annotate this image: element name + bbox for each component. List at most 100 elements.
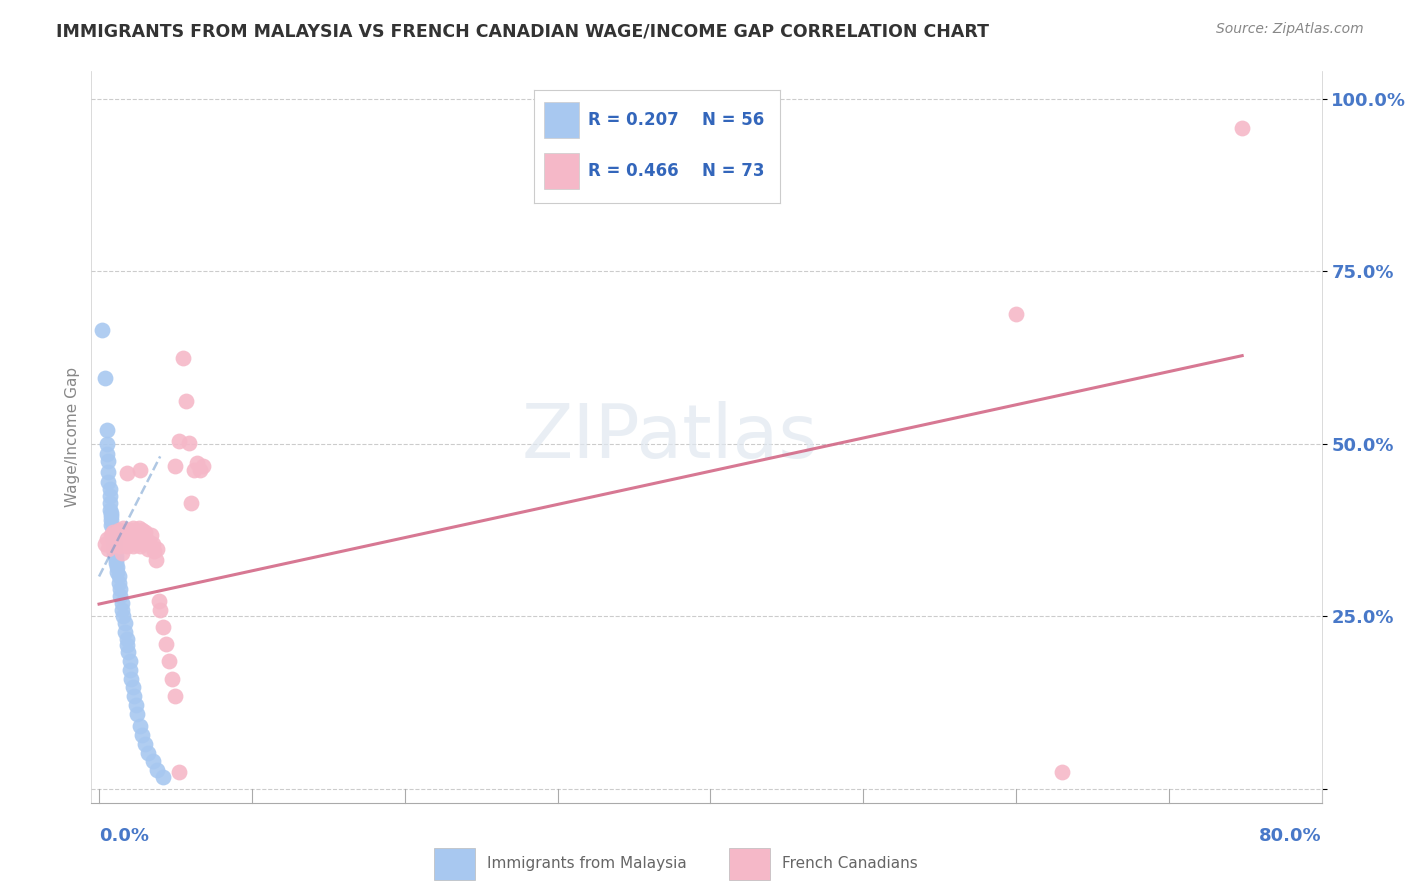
Point <box>101 525 124 540</box>
Point <box>134 525 156 540</box>
Point <box>120 528 142 542</box>
Point <box>179 435 201 450</box>
Text: R = 0.207: R = 0.207 <box>588 112 679 129</box>
Point <box>111 596 134 610</box>
Point <box>118 532 141 546</box>
Point <box>103 528 125 542</box>
Bar <box>728 848 770 880</box>
Point <box>100 518 122 533</box>
Point <box>114 624 136 639</box>
Point <box>1005 307 1028 321</box>
Point <box>145 553 167 567</box>
Point <box>104 549 127 563</box>
Point <box>186 456 208 470</box>
Point <box>134 737 156 751</box>
Point <box>100 509 122 524</box>
Point <box>183 463 205 477</box>
Point <box>105 525 128 540</box>
Point <box>152 620 174 634</box>
Point <box>134 535 156 549</box>
Point <box>91 323 114 337</box>
Point <box>139 528 162 542</box>
Text: Source: ZipAtlas.com: Source: ZipAtlas.com <box>1216 22 1364 37</box>
Text: Immigrants from Malaysia: Immigrants from Malaysia <box>486 855 686 871</box>
Point <box>118 663 141 677</box>
Point <box>117 645 139 659</box>
Point <box>98 502 121 516</box>
Text: French Canadians: French Canadians <box>782 855 918 871</box>
Point <box>96 437 118 451</box>
Point <box>188 463 211 477</box>
Point <box>101 532 124 546</box>
Point <box>115 539 138 553</box>
Point <box>121 680 143 694</box>
Point <box>114 616 136 631</box>
Point <box>165 689 187 703</box>
Point <box>105 565 128 579</box>
Point <box>112 528 135 542</box>
Point <box>157 654 180 668</box>
Point <box>118 523 141 537</box>
Point <box>104 556 127 570</box>
Point <box>100 539 122 553</box>
Point <box>108 523 131 537</box>
Point <box>97 465 120 479</box>
Point <box>129 718 152 732</box>
Point <box>110 532 132 546</box>
Point <box>97 475 120 489</box>
Point <box>138 535 160 549</box>
Point <box>129 539 152 553</box>
Point <box>111 546 134 560</box>
Point <box>115 639 138 653</box>
Point <box>148 594 170 608</box>
Point <box>143 544 166 558</box>
Point <box>101 528 124 542</box>
Y-axis label: Wage/Income Gap: Wage/Income Gap <box>65 367 80 508</box>
Point <box>125 525 148 540</box>
Point <box>110 589 132 603</box>
Point <box>125 698 148 712</box>
Point <box>103 539 125 553</box>
Point <box>94 537 117 551</box>
Point <box>141 755 163 769</box>
Point <box>191 458 214 473</box>
Point <box>97 541 120 556</box>
Point <box>120 535 142 549</box>
Point <box>115 466 138 480</box>
Point <box>162 672 184 686</box>
Point <box>96 532 118 546</box>
Point <box>155 637 177 651</box>
Point <box>101 521 124 535</box>
Point <box>104 553 127 567</box>
Text: 0.0%: 0.0% <box>98 827 149 845</box>
Point <box>121 539 143 553</box>
Point <box>1230 120 1253 135</box>
Point <box>110 582 132 596</box>
Point <box>136 746 159 760</box>
Point <box>96 423 118 437</box>
Point <box>101 535 124 549</box>
Point <box>98 495 121 509</box>
Point <box>127 707 149 722</box>
Point <box>165 458 187 473</box>
Point <box>100 513 122 527</box>
Bar <box>544 153 579 189</box>
Point <box>103 535 125 549</box>
Point <box>103 543 125 558</box>
Point <box>104 530 127 544</box>
Point <box>141 537 163 551</box>
Point <box>108 569 131 583</box>
Point <box>146 541 169 556</box>
Text: ZIPatlas: ZIPatlas <box>522 401 818 474</box>
Point <box>127 528 149 542</box>
Point <box>146 763 169 777</box>
Point <box>98 535 121 549</box>
Point <box>105 535 128 549</box>
Point <box>122 532 145 546</box>
Point <box>94 371 117 385</box>
Point <box>105 559 128 574</box>
Point <box>135 532 157 546</box>
Bar <box>544 102 579 138</box>
Text: IMMIGRANTS FROM MALAYSIA VS FRENCH CANADIAN WAGE/INCOME GAP CORRELATION CHART: IMMIGRANTS FROM MALAYSIA VS FRENCH CANAD… <box>56 22 990 40</box>
Point <box>112 609 135 624</box>
